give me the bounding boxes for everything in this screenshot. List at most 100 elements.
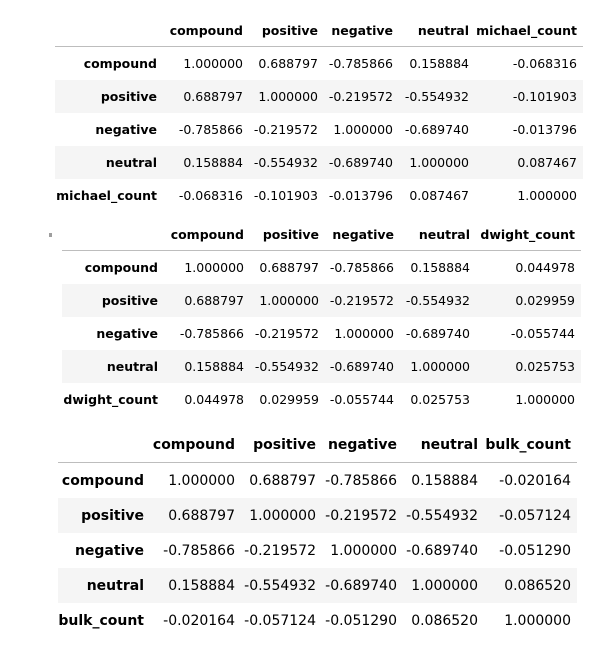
table-cell: -0.057124 <box>244 612 316 629</box>
table-cell: 1.000000 <box>515 392 575 407</box>
table-cell: -0.785866 <box>163 542 235 559</box>
column-header: negative <box>318 14 393 47</box>
table-cell: -0.689740 <box>404 122 469 137</box>
column-header: bulk_count <box>478 428 577 463</box>
table-row: compound 1.000000 0.688797 -0.785866 0.1… <box>58 463 577 499</box>
table-cell: 0.044978 <box>184 392 244 407</box>
table-cell: -0.785866 <box>328 56 393 71</box>
table-cell: 1.000000 <box>168 472 235 489</box>
table-cell: -0.554932 <box>406 507 478 524</box>
table-cell: 1.000000 <box>410 359 470 374</box>
table-cell: 1.000000 <box>334 326 394 341</box>
table-cell: 0.086520 <box>504 577 571 594</box>
table-cell: -0.219572 <box>253 122 318 137</box>
row-label: neutral <box>105 155 157 170</box>
table-cell: -0.219572 <box>328 89 393 104</box>
row-label: negative <box>95 122 157 137</box>
table-cell: 0.158884 <box>183 155 243 170</box>
table-cell: 0.086520 <box>411 612 478 629</box>
table-cell: 0.029959 <box>515 293 575 308</box>
table-cell: 0.688797 <box>249 472 316 489</box>
table-cell: -0.554932 <box>244 577 316 594</box>
row-label: dwight_count <box>63 392 158 407</box>
table-cell: 1.000000 <box>411 577 478 594</box>
table-cell: 0.688797 <box>184 293 244 308</box>
table-cell: 0.044978 <box>515 260 575 275</box>
row-label: neutral <box>86 577 144 594</box>
table-cell: -0.689740 <box>329 359 394 374</box>
table-cell: 1.000000 <box>259 293 319 308</box>
column-header: compound <box>158 218 244 251</box>
correlation-table-michael: compound positive negative neutral micha… <box>55 14 583 212</box>
table-cell: 0.688797 <box>168 507 235 524</box>
table-cell: -0.020164 <box>163 612 235 629</box>
table-row: positive 0.688797 1.000000 -0.219572 -0.… <box>55 80 583 113</box>
table-row: negative -0.785866 -0.219572 1.000000 -0… <box>55 113 583 146</box>
row-label: positive <box>101 293 158 308</box>
table-cell: -0.055744 <box>329 392 394 407</box>
table-row: dwight_count 0.044978 0.029959 -0.055744… <box>62 383 581 416</box>
table-cell: -0.068316 <box>512 56 577 71</box>
table-cell: -0.785866 <box>325 472 397 489</box>
table-cell: 0.688797 <box>258 56 318 71</box>
table-row: positive 0.688797 1.000000 -0.219572 -0.… <box>62 284 581 317</box>
index-header <box>55 14 157 47</box>
table-cell: 0.029959 <box>259 392 319 407</box>
table-cell: 0.158884 <box>184 359 244 374</box>
table-cell: -0.057124 <box>499 507 571 524</box>
table-header-row: compound positive negative neutral micha… <box>55 14 583 47</box>
table-cell: -0.785866 <box>178 122 243 137</box>
column-header: positive <box>243 14 318 47</box>
row-label: compound <box>61 472 144 489</box>
table-cell: 0.025753 <box>410 392 470 407</box>
table-cell: 1.000000 <box>409 155 469 170</box>
table-cell: -0.554932 <box>254 359 319 374</box>
column-header: michael_count <box>469 14 583 47</box>
table-cell: -0.785866 <box>179 326 244 341</box>
table-cell: 0.025753 <box>515 359 575 374</box>
output-marker <box>49 233 52 237</box>
table-cell: 1.000000 <box>517 188 577 203</box>
table-cell: -0.101903 <box>253 188 318 203</box>
table-cell: 1.000000 <box>258 89 318 104</box>
row-label: michael_count <box>56 188 157 203</box>
column-header: neutral <box>394 218 470 251</box>
table-header-row: compound positive negative neutral bulk_… <box>58 428 577 463</box>
row-label: neutral <box>106 359 158 374</box>
table-cell: -0.101903 <box>512 89 577 104</box>
table-cell: 0.158884 <box>409 56 469 71</box>
table-row: negative -0.785866 -0.219572 1.000000 -0… <box>58 533 577 568</box>
table-cell: -0.689740 <box>405 326 470 341</box>
column-header: neutral <box>393 14 469 47</box>
row-label: negative <box>74 542 144 559</box>
table-cell: 0.087467 <box>517 155 577 170</box>
table-cell: 1.000000 <box>333 122 393 137</box>
table-cell: -0.689740 <box>406 542 478 559</box>
table-header-row: compound positive negative neutral dwigh… <box>62 218 581 251</box>
table-cell: -0.013796 <box>512 122 577 137</box>
table-cell: -0.020164 <box>499 472 571 489</box>
table-cell: 0.158884 <box>410 260 470 275</box>
table-row: positive 0.688797 1.000000 -0.219572 -0.… <box>58 498 577 533</box>
row-label: compound <box>83 56 157 71</box>
correlation-table-bulk: compound positive negative neutral bulk_… <box>58 428 577 638</box>
index-header <box>58 428 144 463</box>
table-row: michael_count -0.068316 -0.101903 -0.013… <box>55 179 583 212</box>
column-header: neutral <box>397 428 478 463</box>
row-label: bulk_count <box>58 612 144 629</box>
table-cell: -0.554932 <box>253 155 318 170</box>
table-cell: -0.055744 <box>510 326 575 341</box>
table-cell: -0.219572 <box>244 542 316 559</box>
table-row: bulk_count -0.020164 -0.057124 -0.051290… <box>58 603 577 638</box>
table-cell: -0.554932 <box>405 293 470 308</box>
column-header: negative <box>319 218 394 251</box>
table-cell: -0.689740 <box>325 577 397 594</box>
table-cell: 1.000000 <box>504 612 571 629</box>
index-header <box>62 218 158 251</box>
table-cell: -0.219572 <box>254 326 319 341</box>
correlation-table-dwight: compound positive negative neutral dwigh… <box>62 218 581 416</box>
row-label: positive <box>100 89 157 104</box>
table-cell: -0.689740 <box>328 155 393 170</box>
column-header: dwight_count <box>470 218 581 251</box>
table-cell: 1.000000 <box>183 56 243 71</box>
